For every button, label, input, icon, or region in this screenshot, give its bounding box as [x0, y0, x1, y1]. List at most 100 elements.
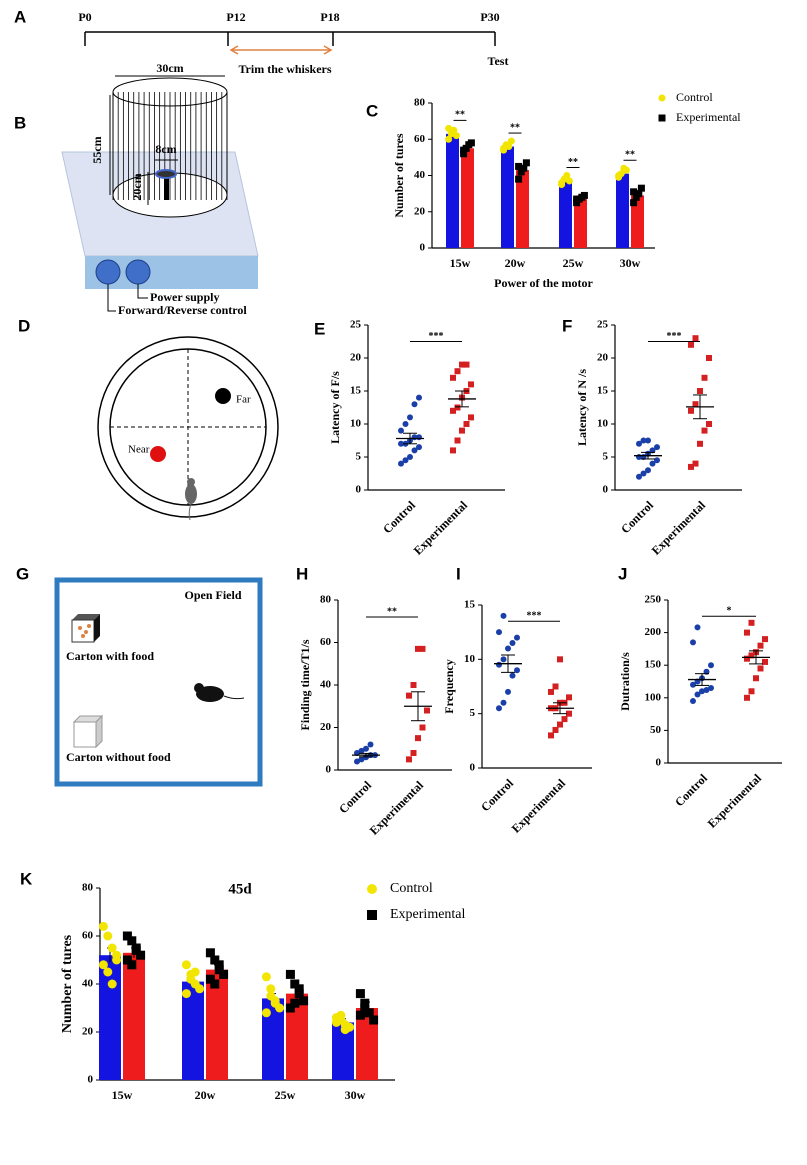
y-axis-label: Dutration/s — [618, 652, 632, 711]
point — [701, 374, 708, 381]
dimension: 55cm — [90, 136, 104, 163]
point — [416, 394, 422, 401]
x-tick-label: Experimental — [411, 498, 471, 558]
apparatus: 30cm 55cm 8cm 20cm Power supply Forward/… — [61, 61, 259, 317]
y-tick-label: 20 — [350, 352, 362, 364]
point — [509, 640, 516, 647]
point — [636, 473, 642, 480]
point — [214, 965, 224, 975]
y-tick-label: 10 — [350, 418, 362, 430]
x-tick-label: Experimental — [649, 498, 709, 558]
point — [748, 619, 755, 626]
x-tick-label: 20w — [195, 1088, 216, 1102]
y-tick-label: 0 — [356, 484, 362, 496]
field-title: Open Field — [184, 588, 241, 602]
point — [450, 407, 456, 414]
point — [630, 188, 638, 196]
point — [407, 454, 413, 460]
x-tick-label: Control — [478, 776, 516, 814]
point — [757, 665, 764, 672]
bar — [516, 170, 529, 248]
legend-label: Control — [676, 90, 713, 104]
legend-label: Control — [390, 881, 433, 896]
chart: 0 20 40 60 80 Number of tures 45d 15w 20w 25w 30w C… — [60, 881, 465, 1102]
significance: ** — [510, 122, 520, 133]
point — [468, 414, 474, 421]
panel-label: D — [18, 316, 30, 335]
point — [266, 991, 276, 1001]
point — [127, 960, 137, 970]
point — [500, 699, 507, 706]
point — [561, 716, 568, 723]
point — [688, 463, 694, 470]
y-tick-label: 40 — [320, 679, 332, 691]
point — [205, 948, 215, 958]
chart: 0 20 40 60 80 Number of tures Power of the mot… — [392, 90, 742, 290]
y-axis-label: Frequency — [442, 659, 456, 713]
timepoint: P12 — [226, 10, 245, 24]
bar — [559, 180, 572, 248]
significance: ** — [387, 606, 397, 617]
chart-title: 45d — [228, 881, 252, 897]
timepoint: P18 — [320, 10, 339, 24]
point — [205, 974, 215, 984]
bar — [616, 173, 629, 248]
point — [131, 945, 141, 955]
y-tick-label: 40 — [414, 169, 426, 181]
label: Power supply — [150, 290, 219, 304]
x-tick-label: 15w — [112, 1088, 133, 1102]
point — [107, 979, 117, 989]
dimension: 8cm — [155, 142, 176, 156]
point — [411, 447, 418, 454]
y-tick-label: 80 — [82, 882, 94, 894]
chart: 0 20 40 60 80 Finding time/T1/s ControlExperim… — [298, 594, 452, 838]
point — [450, 374, 456, 381]
point — [98, 960, 108, 970]
y-tick-label: 0 — [470, 762, 476, 774]
near-label: Near — [128, 444, 150, 456]
y-tick-label: 0 — [88, 1074, 94, 1086]
point — [294, 984, 304, 994]
point — [445, 135, 453, 143]
x-tick-label: Control — [618, 498, 656, 536]
chart: 0 50 100 150 200 250 Dutration/s ControlExperim… — [618, 594, 782, 831]
point — [500, 656, 507, 663]
y-tick-label: 20 — [320, 721, 332, 733]
point — [103, 931, 113, 941]
y-tick-label: 0 — [656, 757, 662, 769]
point — [635, 190, 643, 198]
point — [690, 681, 696, 688]
panel-label: E — [314, 319, 325, 338]
point — [580, 191, 588, 199]
y-tick-label: 80 — [320, 594, 332, 606]
point — [214, 960, 224, 970]
x-tick-label: Experimental — [367, 778, 427, 838]
panel-label: H — [296, 564, 308, 583]
point — [424, 707, 430, 714]
significance: ** — [455, 110, 465, 121]
dimension: 30cm — [156, 61, 183, 75]
point — [367, 910, 377, 920]
bar — [446, 133, 459, 248]
point — [520, 164, 528, 172]
y-axis-label: Latency of F/s — [328, 371, 342, 444]
x-tick-label: Experimental — [705, 771, 765, 831]
point — [654, 444, 660, 451]
point — [632, 193, 640, 201]
panel-label: B — [14, 113, 26, 132]
point — [703, 686, 710, 693]
point — [615, 172, 623, 179]
legend-label: Experimental — [390, 907, 466, 922]
bar — [631, 195, 644, 248]
point — [558, 179, 566, 187]
point — [290, 998, 300, 1008]
y-tick-label: 20 — [414, 205, 426, 217]
point — [744, 629, 750, 636]
point — [573, 199, 581, 207]
point — [548, 732, 554, 739]
y-tick-label: 15 — [464, 599, 476, 611]
bar — [262, 998, 284, 1080]
significance: ** — [568, 157, 578, 168]
point — [697, 440, 703, 447]
